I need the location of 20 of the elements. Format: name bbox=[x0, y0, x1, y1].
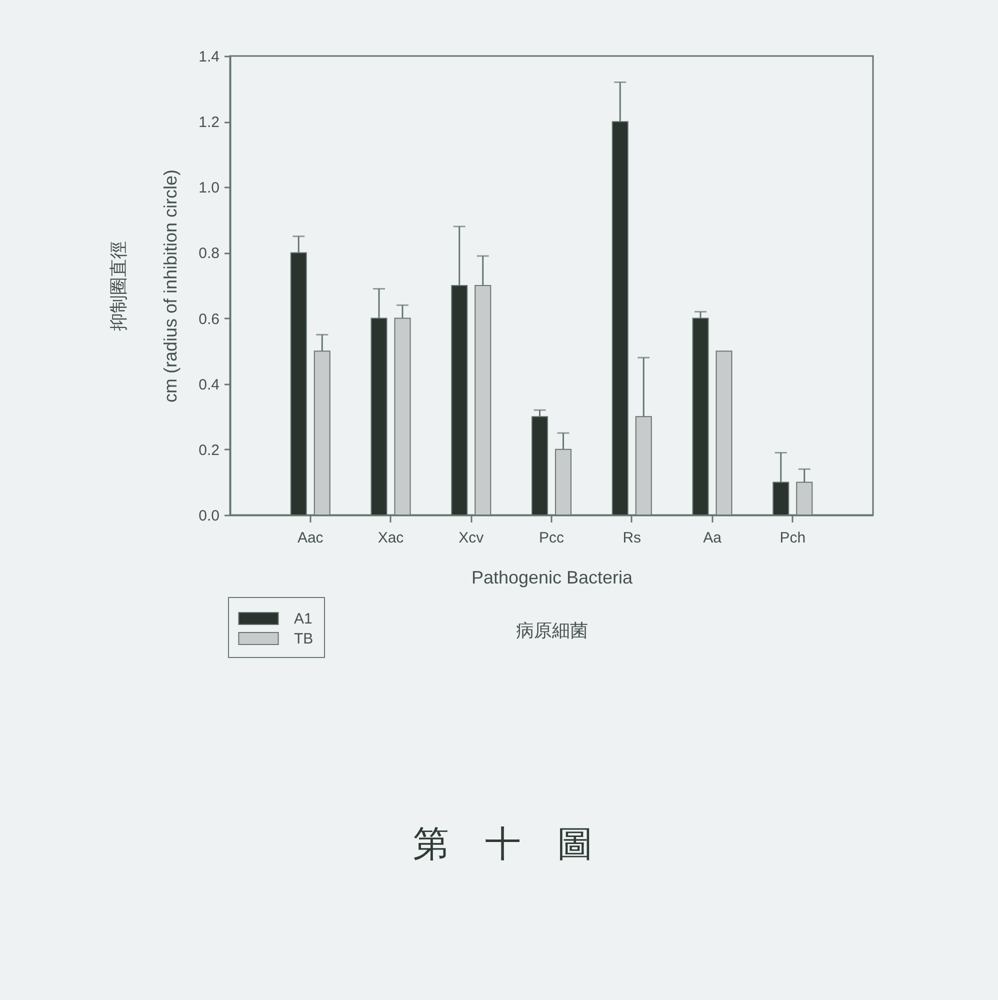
y-tick-label: 0.6 bbox=[198, 310, 220, 328]
y-tick-label: 1.0 bbox=[198, 180, 220, 197]
x-tick-label: Pcc bbox=[538, 530, 564, 546]
text: Pathogenic Bacteria 病原細菌 bbox=[471, 568, 633, 640]
x-tick-label: Aa bbox=[703, 530, 722, 546]
x-tick-label: Rs bbox=[622, 530, 642, 546]
x-tick-label: Aac bbox=[297, 530, 324, 546]
text: 第 十 圖 bbox=[413, 824, 593, 864]
legend-label: TB bbox=[294, 630, 314, 648]
x-tick-label: Xac bbox=[378, 530, 404, 546]
y-tick-label: 1.4 bbox=[198, 48, 220, 66]
x-tick-label: Pch bbox=[780, 530, 806, 546]
text: 抑制圈直徑 cm (radius of inhibition circle) bbox=[108, 169, 181, 403]
x-tick-label: Xcv bbox=[458, 530, 484, 546]
y-tick-label: 0.8 bbox=[198, 245, 220, 262]
legend-label: A1 bbox=[294, 610, 312, 628]
y-tick-label: 0.2 bbox=[198, 442, 220, 459]
y-tick-label: 0.0 bbox=[198, 508, 220, 524]
y-tick-label: 0.4 bbox=[198, 376, 220, 394]
y-tick-label: 1.2 bbox=[198, 114, 220, 132]
